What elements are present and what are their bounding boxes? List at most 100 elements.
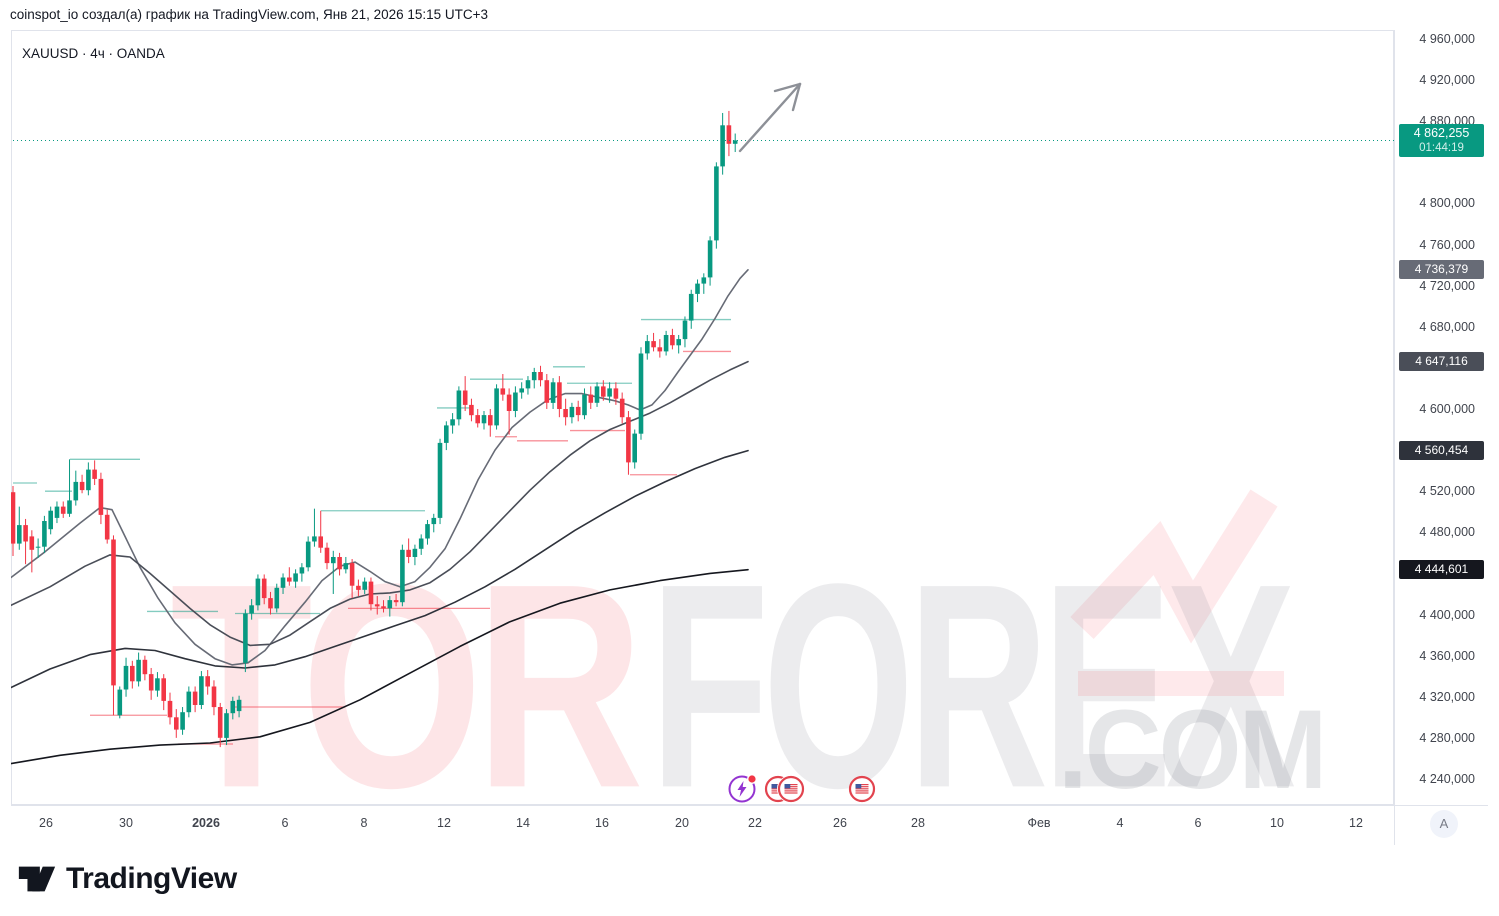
candle-body bbox=[268, 598, 273, 609]
price-axis-label: 4 920,000 bbox=[1419, 73, 1475, 88]
candle-body bbox=[312, 536, 317, 542]
candle-body bbox=[356, 585, 361, 590]
price-axis[interactable]: 4 960,000 4 920,000 4 880,000 4 800,000 4 76… bbox=[1395, 30, 1499, 845]
candle-body bbox=[274, 587, 280, 609]
candle-body bbox=[531, 372, 537, 381]
candle-body bbox=[349, 563, 355, 586]
candle-body bbox=[67, 500, 72, 514]
candle-body bbox=[318, 536, 323, 548]
candle-body bbox=[130, 665, 135, 682]
candle-body bbox=[324, 547, 330, 564]
tradingview-brand[interactable]: TradingView bbox=[66, 862, 237, 895]
candle-body bbox=[180, 712, 185, 730]
candle-body bbox=[670, 335, 675, 346]
ma-slow-line bbox=[11, 568, 749, 765]
candle-body bbox=[538, 372, 543, 381]
time-axis-label: 2026 bbox=[192, 816, 220, 830]
price-axis-label: 4 960,000 bbox=[1419, 32, 1475, 46]
candle-body bbox=[651, 341, 656, 348]
ma-fast-line bbox=[11, 268, 749, 666]
adaptive-text-button[interactable]: A bbox=[1430, 810, 1458, 838]
candle-body bbox=[79, 481, 85, 491]
candle-body bbox=[261, 578, 267, 599]
candle-body bbox=[431, 517, 437, 525]
candle-body bbox=[462, 390, 468, 405]
candle-body bbox=[657, 347, 663, 352]
time-axis-label: 28 bbox=[911, 816, 925, 830]
candle-body bbox=[368, 581, 374, 605]
candle-body bbox=[123, 665, 129, 690]
candle-body bbox=[60, 506, 66, 514]
us-flag-event-icon[interactable] bbox=[848, 775, 876, 803]
us-flag-event-icon[interactable] bbox=[777, 775, 805, 803]
candle-body bbox=[293, 573, 298, 582]
candle-body bbox=[236, 699, 242, 712]
candle-body bbox=[588, 394, 594, 403]
price-axis-separator bbox=[1394, 30, 1395, 845]
lightning-event-icon[interactable] bbox=[728, 773, 758, 803]
candle-body bbox=[142, 659, 148, 675]
candle-body bbox=[42, 521, 47, 547]
time-axis-label: 26 bbox=[39, 816, 53, 830]
time-axis[interactable]: 26 30 2026 6 8 12 14 16 20 22 26 28 Фев 4 6 10 12 bbox=[0, 806, 1394, 844]
candle-body bbox=[707, 240, 713, 278]
ma-mid2-value-badge: 4 560,454 bbox=[1399, 441, 1484, 461]
candle-body bbox=[626, 417, 631, 463]
candle-body bbox=[287, 577, 292, 582]
price-axis-label: 4 480,000 bbox=[1419, 525, 1475, 540]
candle-body bbox=[211, 686, 217, 708]
candle-body bbox=[299, 567, 305, 574]
candle-body bbox=[632, 433, 637, 463]
candle-body bbox=[444, 425, 449, 443]
candle-body bbox=[230, 700, 236, 714]
time-axis-label: 6 bbox=[1194, 816, 1202, 830]
price-axis-label: 4 720,000 bbox=[1419, 278, 1475, 293]
trend-arrow-annotation[interactable] bbox=[738, 82, 802, 153]
candle-body bbox=[437, 442, 443, 518]
candle-body bbox=[469, 404, 474, 416]
bar-countdown: 01:44:19 bbox=[1419, 141, 1464, 154]
candle-body bbox=[418, 538, 424, 549]
candle-body bbox=[117, 689, 123, 716]
ma-lines-layer bbox=[11, 268, 749, 765]
price-axis-label: 4 400,000 bbox=[1419, 607, 1475, 622]
candle-body bbox=[720, 125, 725, 167]
tradingview-logo-icon[interactable] bbox=[16, 858, 58, 900]
candle-body bbox=[393, 600, 399, 603]
candle-body bbox=[54, 506, 60, 518]
candle-body bbox=[688, 293, 694, 321]
price-axis-label: 4 520,000 bbox=[1419, 484, 1475, 499]
candle-body bbox=[475, 415, 480, 424]
ma-mid1-line bbox=[11, 360, 749, 647]
candle-body bbox=[613, 388, 619, 399]
candle-body bbox=[525, 380, 531, 389]
candle-body bbox=[17, 525, 22, 544]
candle-body bbox=[569, 406, 575, 418]
price-axis-label: 4 360,000 bbox=[1419, 648, 1475, 663]
candle-body bbox=[663, 335, 669, 352]
candle-body bbox=[406, 549, 411, 557]
candle-body bbox=[456, 390, 462, 420]
candle-body bbox=[374, 604, 380, 607]
candle-body bbox=[601, 386, 606, 397]
candle-body bbox=[500, 388, 506, 395]
candle-body bbox=[98, 478, 104, 515]
time-axis-label: 4 bbox=[1116, 816, 1124, 830]
symbol-title[interactable]: XAUUSD · 4ч · OANDA bbox=[22, 46, 165, 61]
candle-body bbox=[701, 277, 707, 284]
candle-body bbox=[217, 707, 223, 738]
alert-dot bbox=[746, 773, 758, 785]
candle-body bbox=[280, 577, 286, 588]
candle-body bbox=[575, 406, 581, 416]
candle-body bbox=[494, 388, 499, 426]
time-axis-label: Фев bbox=[1027, 816, 1051, 830]
candle-body bbox=[343, 563, 349, 570]
candle-body bbox=[29, 536, 35, 550]
time-axis-label: 10 bbox=[1270, 816, 1284, 830]
candle-body bbox=[155, 678, 160, 691]
candle-body bbox=[205, 676, 210, 687]
candle-body bbox=[148, 674, 154, 691]
candle-body bbox=[513, 392, 518, 411]
